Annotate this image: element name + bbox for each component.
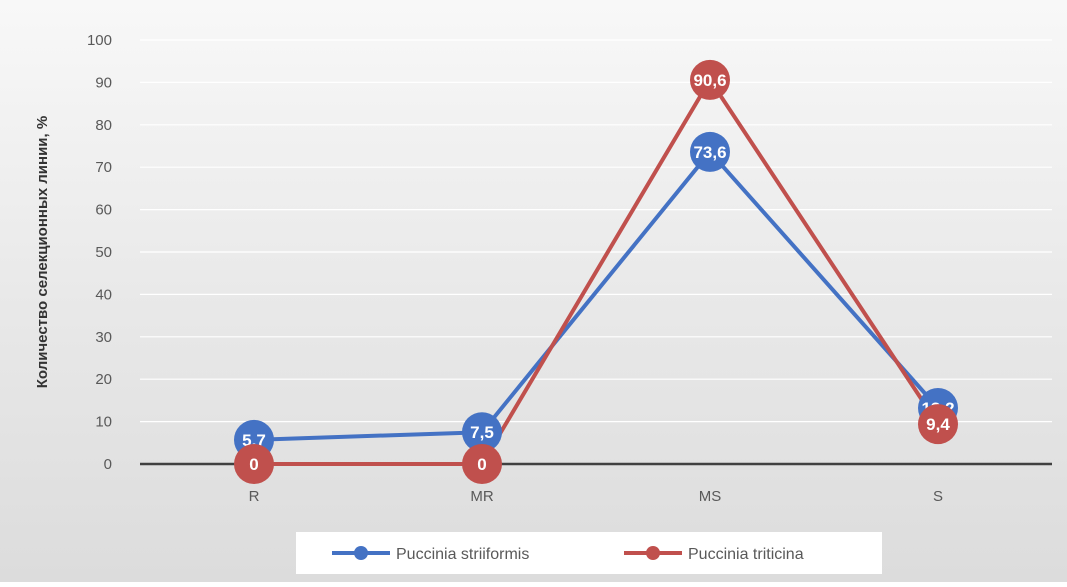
legend-item: Puccinia triticina	[624, 546, 804, 563]
data-point	[462, 412, 502, 453]
y-tick-label: 0	[104, 456, 112, 473]
y-tick-label: 80	[95, 117, 112, 134]
y-tick-label: 10	[95, 414, 112, 431]
x-tick-label: MR	[470, 488, 493, 505]
legend-box	[296, 532, 882, 574]
data-point	[234, 444, 274, 484]
legend: Puccinia striiformis Puccinia triticina	[296, 532, 882, 574]
grid-lines	[140, 39, 1052, 423]
data-label: 9,4	[926, 415, 950, 434]
y-tick-label: 100	[87, 32, 112, 49]
y-tick-label: 50	[95, 244, 112, 261]
data-label: 0	[477, 455, 486, 474]
y-tick-label: 60	[95, 202, 112, 219]
y-tick-label: 90	[95, 74, 112, 91]
x-tick-label: MS	[699, 488, 722, 505]
data-label: 0	[249, 455, 258, 474]
y-tick-label: 30	[95, 329, 112, 346]
legend-marker	[646, 546, 660, 560]
series-line	[252, 149, 940, 442]
data-point	[690, 131, 730, 172]
y-tick-label: 40	[95, 286, 112, 303]
legend-label: Puccinia triticina	[688, 546, 804, 563]
y-axis-title: Количество селекционных линии, %	[34, 116, 51, 388]
x-tick-label: R	[249, 488, 260, 505]
legend-marker	[354, 546, 368, 560]
legend-label: Puccinia striiformis	[396, 546, 529, 563]
y-axis: 0 10 20 30 40 50 60 70 80 90 100	[87, 32, 112, 473]
data-point	[918, 404, 958, 445]
data-label: 90,6	[693, 71, 726, 90]
data-point	[690, 59, 730, 100]
series-line	[252, 77, 940, 466]
y-tick-label: 70	[95, 159, 112, 176]
y-tick-label: 20	[95, 371, 112, 388]
data-label: 73,6	[693, 143, 726, 162]
data-label: 7,5	[470, 423, 494, 442]
legend-item: Puccinia striiformis	[332, 546, 529, 563]
series: 5,77,573,613,20090,69,4	[234, 59, 958, 484]
data-point	[462, 444, 502, 484]
series-markers: 0 0 90,6 9,4	[234, 59, 958, 484]
x-tick-label: S	[933, 488, 943, 505]
